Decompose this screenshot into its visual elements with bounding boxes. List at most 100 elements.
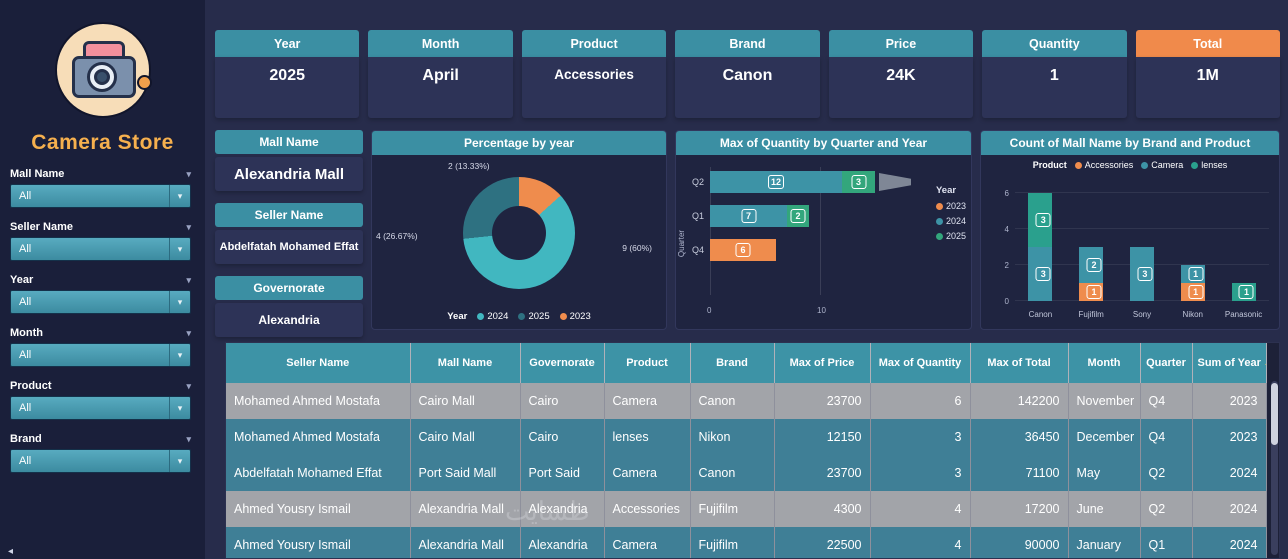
- legend-dot: [1141, 161, 1149, 169]
- table-scrollbar-thumb[interactable]: [1271, 383, 1278, 445]
- legend-item-2024[interactable]: 2024: [477, 311, 508, 322]
- segment-nikon-camera[interactable]: 1: [1180, 265, 1205, 283]
- back-arrow-icon[interactable]: ◂: [8, 546, 14, 557]
- column-header-month[interactable]: Month: [1068, 343, 1141, 383]
- camera-icon-lens: [86, 62, 117, 92]
- table-cell: 3: [870, 455, 971, 491]
- column-header-max-of-total[interactable]: Max of Total: [970, 343, 1069, 383]
- legend-item-Accessories[interactable]: Accessories: [1074, 160, 1133, 170]
- kpi-card-brand: Brand Canon: [675, 30, 820, 118]
- value-badge: 3: [1035, 267, 1051, 281]
- year-dropdown[interactable]: All ▾: [10, 290, 191, 314]
- table-cell: 2024: [1192, 455, 1267, 491]
- segment-nikon-accessories[interactable]: 1: [1180, 283, 1205, 301]
- legend-label: 2023: [569, 311, 591, 322]
- column-header-max-of-quantity[interactable]: Max of Quantity: [870, 343, 971, 383]
- legend-label: 2023: [945, 201, 966, 211]
- table-cell: 90000: [970, 527, 1069, 558]
- filter-brand: Brand ▾ All ▾: [0, 428, 205, 481]
- dropdown-value: All: [19, 455, 32, 467]
- column-panasonic[interactable]: 1: [1231, 283, 1256, 301]
- column-header-governorate[interactable]: Governorate: [520, 343, 605, 383]
- bar-row-Q4: Q4 6: [686, 239, 909, 261]
- bar-chart: Quarter 0 10 Q2 12 3 Q1 7 2 Q4 6 Year 2023 2024 2025: [676, 155, 971, 329]
- chevron-down-icon[interactable]: ▾: [186, 274, 191, 285]
- donut-ring[interactable]: [463, 177, 575, 289]
- table-row[interactable]: Ahmed Yousry Ismail Alexandria Mall Alexan…: [226, 491, 1267, 527]
- segment-fujifilm-camera[interactable]: 2: [1079, 247, 1104, 283]
- table-row[interactable]: Abdelfatah Mohamed Effat Port Said Mall Po…: [226, 455, 1267, 491]
- legend-item-2025[interactable]: 2025: [518, 311, 550, 322]
- table-cell: 23700: [774, 455, 871, 491]
- table-cell: 3: [870, 419, 971, 455]
- legend-item-2024[interactable]: 2024: [935, 216, 966, 226]
- table-cell: Alexandria Mall: [410, 491, 521, 527]
- segment-fujifilm-accessories[interactable]: 1: [1079, 283, 1104, 301]
- column-header-max-of-price[interactable]: Max of Price: [774, 343, 871, 383]
- kpi-header-month: Month: [368, 30, 513, 57]
- legend-item-lenses[interactable]: lenses: [1191, 160, 1227, 170]
- bar-row-Q1: Q1 7 2: [686, 205, 909, 227]
- segment-canon-lenses[interactable]: 3: [1028, 193, 1053, 247]
- column-header-brand[interactable]: Brand: [690, 343, 775, 383]
- brand-label-nikon: Nikon: [1182, 310, 1204, 319]
- brand-dropdown[interactable]: All ▾: [10, 449, 191, 473]
- chevron-down-icon[interactable]: ▾: [186, 168, 191, 179]
- table-row[interactable]: Mohamed Ahmed Mostafa Cairo Mall Cairo lens…: [226, 419, 1267, 455]
- table-scrollbar[interactable]: [1271, 381, 1278, 555]
- legend-title: Year: [935, 185, 957, 196]
- table-cell: January: [1068, 527, 1141, 558]
- product-dropdown[interactable]: All ▾: [10, 396, 191, 420]
- filter-label-product: Product: [10, 380, 52, 392]
- kpi-header-brand: Brand: [675, 30, 820, 57]
- value-badge: 1: [1238, 285, 1254, 299]
- table-row[interactable]: Ahmed Yousry Ismail Alexandria Mall Alexan…: [226, 527, 1267, 558]
- table-cell: Camera: [604, 527, 691, 558]
- column-chart: Product Accessories Camera lenses 0 2 4 6 3 3 Cano…: [981, 155, 1279, 329]
- table-row[interactable]: Mohamed Ahmed Mostafa Cairo Mall Cairo Came…: [226, 383, 1267, 419]
- column-header-sum-of-year[interactable]: Sum of Year▲: [1192, 343, 1267, 383]
- column-header-mall-name[interactable]: Mall Name: [410, 343, 521, 383]
- dropdown-chevron-icon[interactable]: ▾: [169, 450, 190, 472]
- info-header-seller-name: Seller Name: [215, 203, 363, 227]
- camera-icon-lens-inner: [93, 69, 110, 85]
- legend-item-2025[interactable]: 2025: [935, 231, 966, 241]
- legend-item-2023[interactable]: 2023: [935, 201, 966, 211]
- seller-name-dropdown[interactable]: All ▾: [10, 237, 191, 261]
- dropdown-chevron-icon[interactable]: ▾: [169, 291, 190, 313]
- table-cell: lenses: [604, 419, 691, 455]
- bar-chart-legend: Year 2023 2024 2025: [935, 185, 966, 246]
- table-cell: Mohamed Ahmed Mostafa: [226, 383, 411, 419]
- chevron-down-icon[interactable]: ▾: [186, 380, 191, 391]
- legend-item-Camera[interactable]: Camera: [1141, 160, 1183, 170]
- dropdown-chevron-icon[interactable]: ▾: [169, 344, 190, 366]
- segment-canon-camera[interactable]: 3: [1028, 247, 1053, 301]
- value-badge: 3: [851, 175, 866, 189]
- segment-sony-camera[interactable]: 3: [1129, 247, 1154, 301]
- data-table: Seller Name Mall Name Governorate Product Br…: [226, 343, 1267, 558]
- legend-item-2023[interactable]: 2023: [559, 311, 591, 322]
- kpi-row: Year 2025 Month April Product Accessories Bran…: [215, 30, 1280, 118]
- gridline: [820, 167, 821, 295]
- column-header-quarter[interactable]: Quarter: [1140, 343, 1193, 383]
- column-header-product[interactable]: Product: [604, 343, 691, 383]
- column-header-seller-name[interactable]: Seller Name: [226, 343, 411, 383]
- dropdown-chevron-icon[interactable]: ▾: [169, 397, 190, 419]
- segment-panasonic-lenses[interactable]: 1: [1231, 283, 1256, 301]
- filter-label-month: Month: [10, 327, 43, 339]
- chevron-down-icon[interactable]: ▾: [186, 221, 191, 232]
- chevron-down-icon[interactable]: ▾: [186, 433, 191, 444]
- mall-name-dropdown[interactable]: All ▾: [10, 184, 191, 208]
- chevron-down-icon[interactable]: ▾: [186, 327, 191, 338]
- brand-label-sony: Sony: [1132, 310, 1152, 319]
- ribbon-connector: [879, 173, 911, 191]
- dropdown-chevron-icon[interactable]: ▾: [169, 238, 190, 260]
- month-dropdown[interactable]: All ▾: [10, 343, 191, 367]
- dropdown-chevron-icon[interactable]: ▾: [169, 185, 190, 207]
- table-cell: 36450: [970, 419, 1069, 455]
- legend-dot: [935, 217, 943, 225]
- column-sony[interactable]: 3: [1129, 247, 1154, 301]
